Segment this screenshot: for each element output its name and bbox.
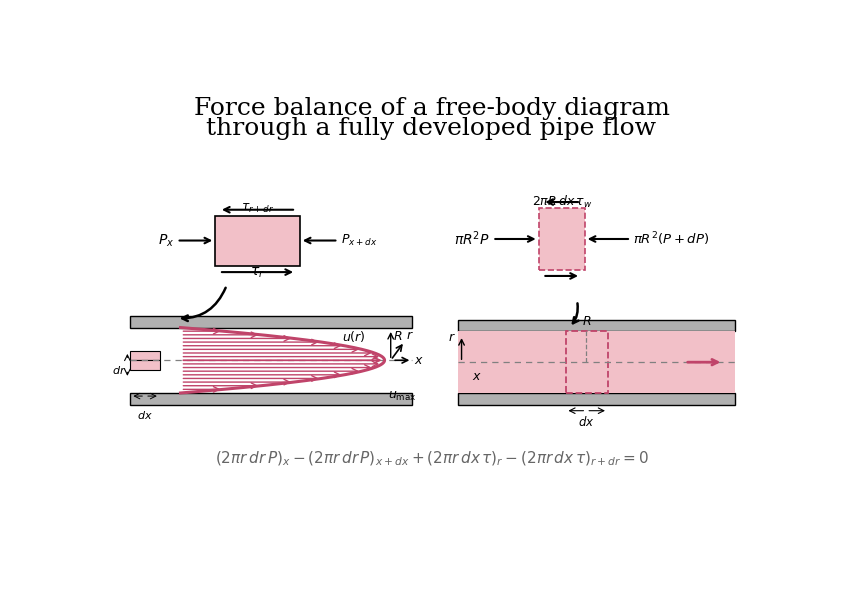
Text: $u(r)$: $u(r)$ [342,329,365,345]
Text: $x$: $x$ [413,354,424,367]
Text: $x$: $x$ [472,370,482,382]
Text: through a fully developed pipe flow: through a fully developed pipe flow [206,118,657,140]
Bar [539,208,584,270]
Text: $u_{\rm max}$: $u_{\rm max}$ [388,390,417,403]
Bar [131,351,160,360]
Text: $P_{x+dx}$: $P_{x+dx}$ [341,233,377,248]
Bar [458,331,735,393]
Bar [131,360,160,370]
Text: $dx$: $dx$ [137,409,153,421]
Bar [131,393,412,405]
Text: $r$: $r$ [406,329,414,341]
Text: $P_x$: $P_x$ [158,233,174,248]
Text: $\tau_{r+dr}$: $\tau_{r+dr}$ [241,202,274,215]
Text: $2\pi R\,dx\,\tau_w$: $2\pi R\,dx\,\tau_w$ [531,195,592,211]
Bar [566,331,608,393]
Text: $\pi R^2(P + dP)$: $\pi R^2(P + dP)$ [633,230,709,248]
Text: $dx$: $dx$ [578,416,594,430]
Text: $\tau_r$: $\tau_r$ [250,266,265,280]
Text: $\pi R^2 P$: $\pi R^2 P$ [454,230,490,248]
Text: $(2\pi r\,dr\,P)_x - (2\pi r\,dr\,P)_{x+dx} + (2\pi r\,dx\,\tau)_r - (2\pi r\,dx: $(2\pi r\,dr\,P)_x - (2\pi r\,dr\,P)_{x+… [215,449,648,468]
Text: $R$: $R$ [582,315,591,327]
Bar [458,393,735,405]
Text: Force balance of a free-body diagram: Force balance of a free-body diagram [194,97,669,119]
Bar [131,316,412,327]
Bar [216,216,300,266]
Text: $dr$: $dr$ [112,364,125,376]
Text: $r$: $r$ [448,331,456,344]
Bar [458,320,735,331]
Text: $R$: $R$ [393,330,402,343]
